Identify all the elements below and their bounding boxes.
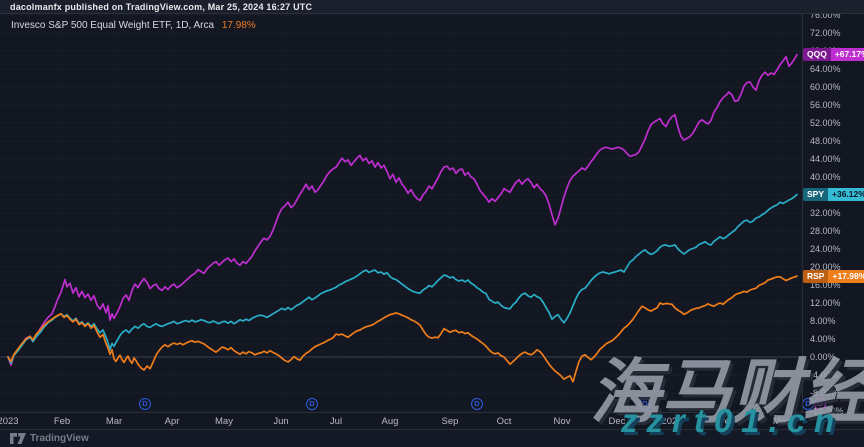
comparison-chart-canvas[interactable] <box>0 0 802 412</box>
price-scale-label: 8.00% <box>810 316 836 326</box>
dividend-marker[interactable]: D <box>306 398 318 410</box>
dividend-marker[interactable]: D <box>802 398 814 410</box>
footer-bar: TradingView <box>0 430 864 447</box>
dividend-marker[interactable]: D <box>471 398 483 410</box>
price-scale-label: 60.00% <box>810 82 841 92</box>
qqq-price-badge[interactable]: QQQ+67.17% <box>803 48 864 62</box>
time-axis-label: May <box>215 416 233 427</box>
time-axis-label: Mar <box>772 416 790 427</box>
badge-value: +67.17% <box>830 48 864 62</box>
price-scale-label: 32.00% <box>810 208 841 218</box>
rsp-line[interactable] <box>7 275 798 383</box>
price-scale-label: 64.00% <box>810 64 841 74</box>
symbol-legend[interactable]: Invesco S&P 500 Equal Weight ETF, 1D, Ar… <box>11 20 256 31</box>
time-axis-label: Apr <box>164 416 180 427</box>
footer-border <box>0 429 864 430</box>
time-axis-border <box>0 412 864 413</box>
tradingview-logo-icon <box>10 433 26 444</box>
tradingview-brand-text: TradingView <box>30 433 89 444</box>
price-scale-label: 24.00% <box>810 244 841 254</box>
price-scale-label: 56.00% <box>810 100 841 110</box>
dividend-marker[interactable]: D <box>139 398 151 410</box>
time-axis-label: Mar <box>105 416 123 427</box>
time-axis-label: Jun <box>273 416 289 427</box>
time-axis-label: Aug <box>381 416 399 427</box>
price-scale-border <box>802 13 803 412</box>
qqq-line[interactable] <box>7 53 798 366</box>
time-axis-label: Feb <box>718 416 736 427</box>
badge-ticker: RSP <box>803 269 829 283</box>
tradingview-logo[interactable]: TradingView <box>10 433 89 444</box>
price-scale-label: 4.00% <box>810 334 836 344</box>
price-scale-label: 16.00% <box>810 280 841 290</box>
price-scale-label: -8.00% <box>810 388 839 398</box>
badge-value: +36.12% <box>828 188 864 201</box>
published-strip: dacolmanfx published on TradingView.com,… <box>0 0 864 14</box>
price-scale-label: 28.00% <box>810 226 841 236</box>
time-axis-label: Sep <box>441 416 459 427</box>
time-axis-label: Oct <box>496 416 512 427</box>
price-scale-label: 20.00% <box>810 262 841 272</box>
price-scale-label: 40.00% <box>810 172 841 182</box>
price-scale-label: 12.00% <box>810 298 841 308</box>
price-scale-label: 76.00% <box>810 10 841 20</box>
time-axis-label: Dec <box>608 416 626 427</box>
time-axis-label: 2023 <box>0 416 19 427</box>
rsp-price-badge[interactable]: RSP +17.98% <box>803 269 864 283</box>
price-scale-label: 44.00% <box>810 154 841 164</box>
time-axis-label: Nov <box>553 416 571 427</box>
price-scale[interactable]: 76.00%72.00%68.00%64.00%60.00%56.00%52.0… <box>803 0 864 416</box>
time-axis-label: Jul <box>329 416 343 427</box>
time-axis-label: 2024 <box>661 416 683 427</box>
time-axis-label: Feb <box>53 416 71 427</box>
symbol-description: Invesco S&P 500 Equal Weight ETF, 1D, Ar… <box>11 20 215 31</box>
symbol-change-percent: 17.98% <box>221 20 256 31</box>
price-scale-label: -12.00% <box>810 406 844 416</box>
spy-line[interactable] <box>7 193 798 365</box>
badge-ticker: QQQ <box>803 48 831 62</box>
price-scale-label: 0.00% <box>810 352 836 362</box>
badge-value: +17.98% <box>828 269 864 283</box>
price-scale-label: 48.00% <box>810 136 841 146</box>
price-scale-label: -4.00% <box>810 370 839 380</box>
badge-ticker: SPY <box>803 188 829 201</box>
dividend-marker[interactable]: D <box>814 398 826 410</box>
time-axis[interactable]: 2023 Feb Mar Apr May Jun Jul Aug Sep Oct Nov Dec 202… <box>0 413 864 429</box>
price-scale-label: 72.00% <box>810 28 841 38</box>
price-scale-label: 52.00% <box>810 118 841 128</box>
spy-price-badge[interactable]: SPY +36.12% <box>803 188 864 201</box>
dividend-marker[interactable]: D <box>639 398 651 410</box>
published-line: dacolmanfx published on TradingView.com,… <box>10 2 313 12</box>
